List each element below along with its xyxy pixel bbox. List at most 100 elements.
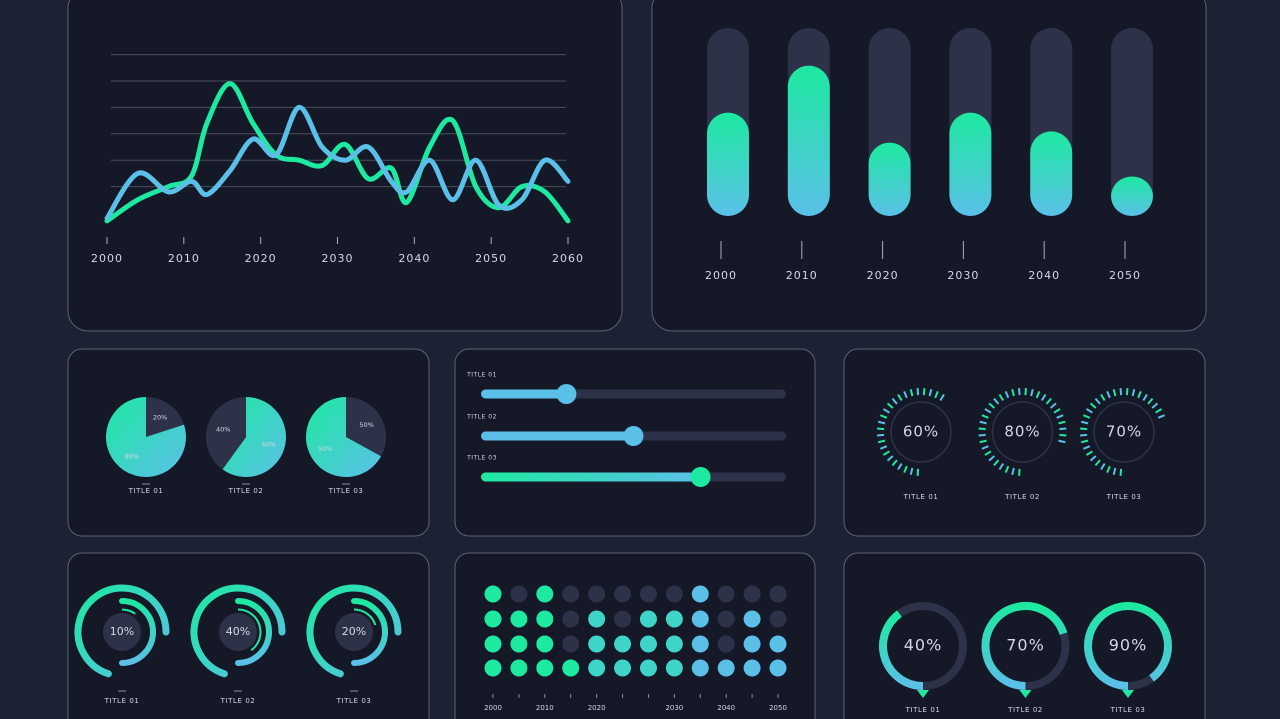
ring-label: 40% bbox=[904, 636, 943, 655]
dial-tick bbox=[897, 463, 903, 471]
dial-tick bbox=[984, 450, 992, 456]
dial-tick bbox=[1059, 433, 1067, 437]
panel bbox=[454, 552, 816, 719]
dot-empty bbox=[614, 610, 632, 628]
x-tick-label: 2050 bbox=[475, 252, 507, 265]
dial-tick bbox=[1059, 427, 1067, 431]
dial-ring bbox=[1093, 401, 1155, 463]
dial-tick bbox=[1089, 402, 1097, 409]
slider-fill bbox=[481, 472, 701, 482]
deco-arc bbox=[119, 598, 156, 666]
slice-label: 50% bbox=[318, 445, 332, 453]
dial-tick bbox=[978, 427, 986, 431]
slider-title: TITLE 01 bbox=[466, 372, 497, 379]
dot bbox=[588, 659, 606, 677]
dot bbox=[510, 659, 528, 677]
dial-tick bbox=[1131, 388, 1136, 397]
dial-tick bbox=[897, 393, 903, 401]
arc-label: 20% bbox=[342, 625, 366, 638]
dial-tick bbox=[1011, 388, 1015, 397]
dial-tick bbox=[939, 393, 945, 401]
slider-knob bbox=[690, 467, 711, 487]
dot-empty bbox=[562, 585, 580, 603]
dial-tick bbox=[1106, 465, 1111, 474]
bar-track bbox=[1111, 28, 1153, 216]
dot-empty bbox=[717, 635, 735, 653]
dot bbox=[536, 635, 554, 653]
dial-tick bbox=[1030, 388, 1034, 397]
dial-tick bbox=[998, 463, 1005, 471]
x-tick-label: 2030 bbox=[947, 269, 979, 282]
dial-tick bbox=[1024, 388, 1027, 396]
dial-tick bbox=[903, 465, 908, 474]
dot bbox=[639, 610, 657, 628]
dial-tick bbox=[1011, 467, 1015, 476]
ring-value bbox=[1084, 602, 1172, 690]
dot bbox=[665, 610, 683, 628]
pie-slice bbox=[222, 397, 286, 477]
dial-tick bbox=[1119, 388, 1123, 396]
dial-ring bbox=[890, 401, 952, 463]
deco-arc bbox=[235, 598, 272, 666]
dial-tick bbox=[1157, 414, 1166, 419]
dial-tick bbox=[988, 402, 996, 409]
dial-tick bbox=[877, 427, 885, 431]
dot bbox=[691, 635, 709, 653]
slice-label: 40% bbox=[216, 426, 230, 434]
pie-slice bbox=[206, 397, 246, 470]
x-tick-label: 2050 bbox=[1109, 269, 1141, 282]
dot bbox=[665, 659, 683, 677]
dot-empty bbox=[717, 610, 735, 628]
dot bbox=[639, 659, 657, 677]
arc-disc bbox=[335, 613, 373, 651]
ring-pointer bbox=[917, 690, 929, 698]
dot bbox=[691, 610, 709, 628]
dial-tick bbox=[879, 445, 888, 450]
dial-tick bbox=[922, 388, 926, 396]
dot bbox=[717, 659, 735, 677]
dot bbox=[484, 659, 502, 677]
gauge-title: TITLE 01 bbox=[905, 706, 941, 714]
dial-tick bbox=[916, 388, 920, 396]
arc-disc bbox=[103, 613, 141, 651]
pie-slice bbox=[146, 397, 185, 437]
dot-empty bbox=[769, 585, 787, 603]
dot bbox=[691, 585, 709, 603]
bar bbox=[949, 112, 992, 216]
pie-slice bbox=[306, 397, 382, 477]
dot-column bbox=[665, 610, 683, 677]
dial-tick bbox=[1058, 439, 1066, 444]
dial-tick bbox=[1155, 408, 1163, 414]
dial-tick bbox=[877, 433, 885, 437]
dial-tick bbox=[1040, 393, 1047, 401]
pie-slice bbox=[106, 397, 186, 477]
x-tick-label: 2010 bbox=[786, 269, 818, 282]
dot bbox=[769, 659, 787, 677]
deco-arc bbox=[351, 598, 388, 666]
dot bbox=[484, 585, 502, 603]
dial-tick bbox=[916, 468, 920, 476]
dot-column bbox=[510, 610, 528, 677]
dial-label: 70% bbox=[1106, 423, 1142, 441]
arc-label: 10% bbox=[110, 625, 134, 638]
dial-tick bbox=[993, 459, 1000, 467]
dial-tick bbox=[1053, 408, 1061, 414]
dial-tick bbox=[1080, 433, 1088, 437]
ring-pointer bbox=[1122, 690, 1134, 698]
dial-tick bbox=[1080, 439, 1089, 444]
slider-title: TITLE 03 bbox=[466, 455, 497, 462]
dial-tick bbox=[1004, 465, 1010, 474]
dot-column bbox=[536, 585, 554, 677]
x-tick-label: 2020 bbox=[588, 704, 606, 712]
dot-empty bbox=[588, 585, 606, 603]
slider-knob bbox=[623, 426, 644, 446]
x-tick-label: 2010 bbox=[168, 252, 200, 265]
dial-tick bbox=[886, 402, 894, 409]
dial-tick bbox=[1125, 388, 1129, 396]
dot bbox=[588, 610, 606, 628]
gauge-title: TITLE 02 bbox=[1004, 493, 1040, 501]
dial-tick bbox=[882, 408, 890, 414]
ring-value bbox=[981, 602, 1068, 690]
slider-fill bbox=[481, 389, 567, 399]
